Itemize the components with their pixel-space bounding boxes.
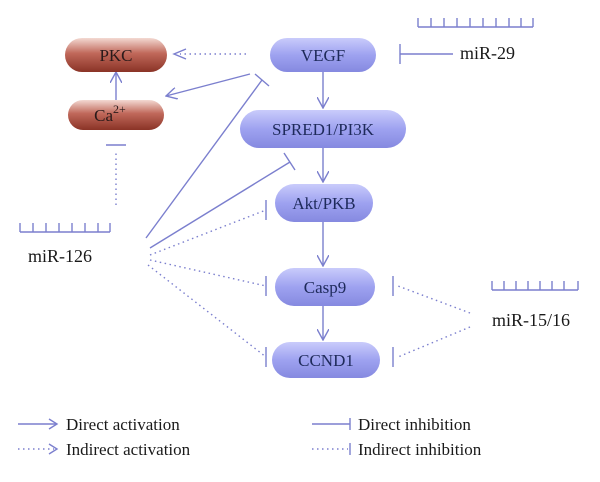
node-pkc-label: PKC: [99, 46, 132, 65]
mirna-comb-mir29: [417, 18, 534, 28]
mirna-comb-mir1516: [491, 281, 579, 291]
edge-mir126-casp9-indirect: [149, 259, 267, 287]
edge-mir126-akt-indirect: [149, 209, 267, 256]
edge-mir126-vegf: [145, 79, 263, 239]
mirna-mir1516-label: miR-15/16: [492, 310, 570, 330]
node-spred-label: SPRED1/PI3K: [272, 120, 375, 139]
legend-direct-inhibition: Direct inhibition: [312, 415, 471, 434]
legend-indirect-activation-label: Indirect activation: [66, 440, 191, 459]
edge-mir1516-ccnd1-indirect: [397, 326, 471, 358]
edge-mir126-spred: [149, 161, 291, 249]
mirna-mir126-label: miR-126: [28, 246, 92, 266]
edge-mir126-ccnd1-indirect: [147, 264, 267, 358]
node-ca-base: Ca: [94, 106, 113, 125]
legend-indirect-inhibition-label: Indirect inhibition: [358, 440, 482, 459]
node-pkc: PKC: [65, 38, 167, 72]
edge-mir126-spred-bar: [283, 152, 296, 171]
node-spred: SPRED1/PI3K: [240, 110, 406, 148]
node-casp9-label: Casp9: [304, 278, 347, 297]
node-ccnd1-label: CCND1: [298, 351, 354, 370]
node-ca-superscript: 2+: [113, 102, 126, 116]
edge-mir126-vegf-bar: [254, 73, 270, 87]
node-ca-label: Ca2+: [94, 102, 126, 125]
legend-indirect-inhibition: Indirect inhibition: [312, 440, 482, 459]
node-casp9: Casp9: [275, 268, 375, 306]
legend-direct-inhibition-label: Direct inhibition: [358, 415, 471, 434]
legend-direct-activation: Direct activation: [18, 415, 180, 434]
node-akt: Akt/PKB: [275, 184, 373, 222]
edge-vegf-ca: [166, 73, 251, 96]
edge-vegf-pkc-arrowhead: [172, 48, 187, 60]
legend: Direct activation Indirect activation Di…: [18, 415, 482, 459]
legend-direct-activation-label: Direct activation: [66, 415, 180, 434]
node-vegf-label: VEGF: [301, 46, 345, 65]
node-akt-label: Akt/PKB: [292, 194, 355, 213]
node-ca: Ca2+: [68, 100, 164, 130]
mirna-comb-mir126: [19, 223, 111, 233]
node-ccnd1: CCND1: [272, 342, 380, 378]
legend-indirect-activation: Indirect activation: [18, 440, 191, 459]
node-vegf: VEGF: [270, 38, 376, 72]
mirna-mir29-label: miR-29: [460, 43, 515, 63]
edge-mir1516-casp9-indirect: [397, 285, 471, 314]
